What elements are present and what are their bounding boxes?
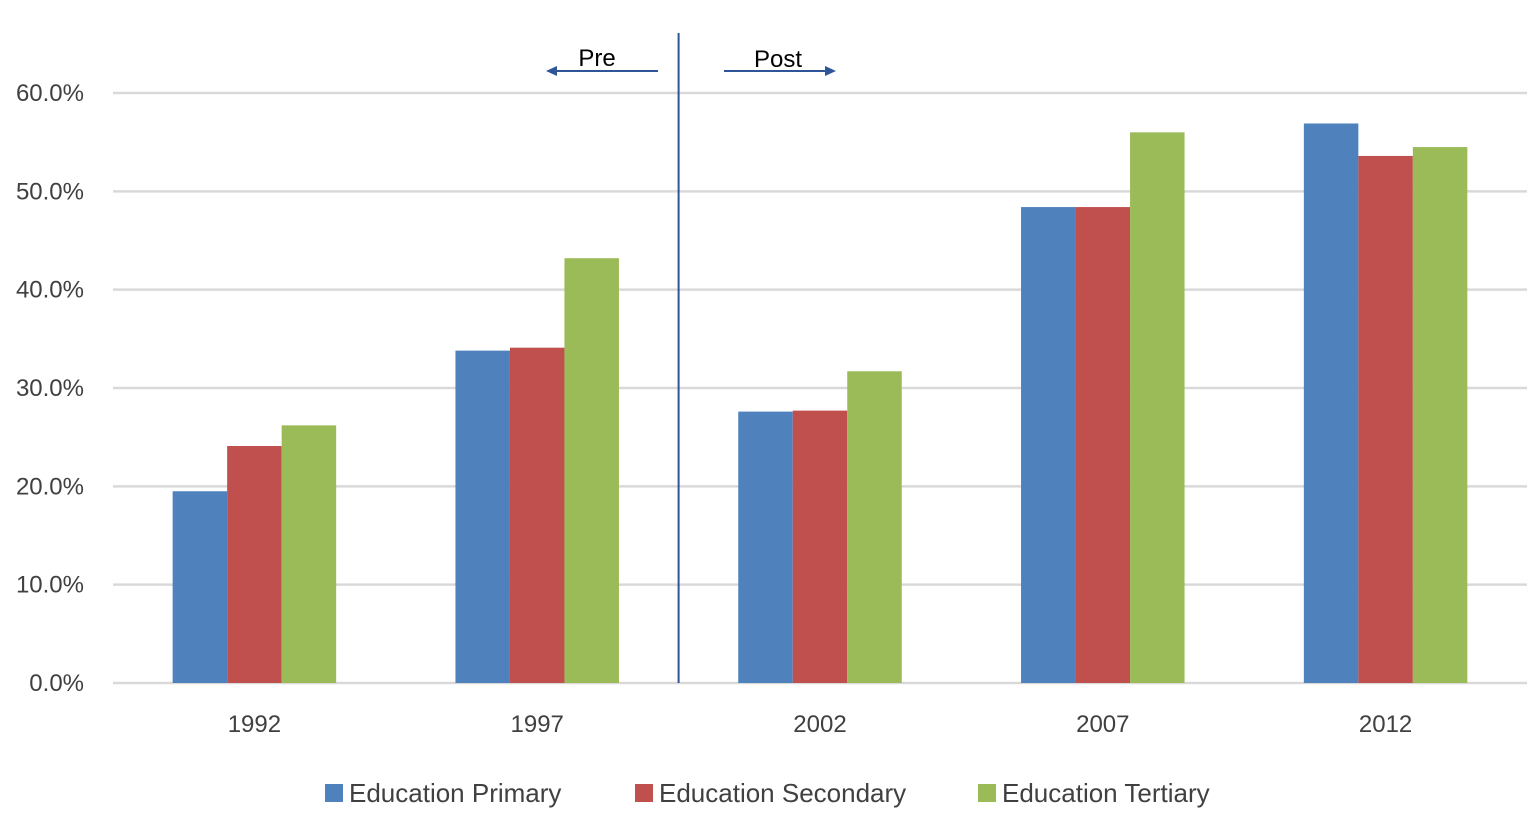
bar bbox=[172, 491, 228, 683]
legend-swatch bbox=[978, 784, 996, 802]
legend-label: Education Primary bbox=[349, 778, 561, 808]
post-annotation: Post bbox=[724, 46, 836, 76]
bar bbox=[509, 347, 565, 683]
bar bbox=[564, 258, 619, 683]
y-tick-label: 40.0% bbox=[16, 277, 84, 304]
bar bbox=[227, 446, 282, 683]
bar bbox=[281, 425, 337, 683]
x-tick-label: 2012 bbox=[1359, 711, 1412, 738]
legend-label: Education Secondary bbox=[659, 778, 906, 808]
legend-swatch bbox=[635, 784, 653, 802]
bar bbox=[1130, 132, 1185, 684]
y-tick-label: 50.0% bbox=[16, 178, 84, 205]
y-tick-label: 0.0% bbox=[29, 670, 84, 697]
bar bbox=[455, 350, 510, 683]
y-axis-tick-labels: 0.0% 10.0% 20.0% 30.0% 40.0% 50.0% 60.0% bbox=[16, 80, 84, 697]
legend: Education Primary Education Secondary Educ… bbox=[325, 778, 1210, 808]
pre-label: Pre bbox=[578, 45, 615, 72]
bar bbox=[847, 371, 902, 683]
bar bbox=[738, 411, 793, 683]
y-tick-label: 30.0% bbox=[16, 375, 84, 402]
y-tick-label: 10.0% bbox=[16, 572, 84, 599]
y-tick-label: 60.0% bbox=[16, 80, 84, 107]
x-tick-label: 2007 bbox=[1076, 711, 1129, 738]
legend-item: Education Tertiary bbox=[978, 778, 1210, 808]
y-tick-label: 20.0% bbox=[16, 473, 84, 500]
bar bbox=[1075, 207, 1131, 684]
x-tick-label: 1997 bbox=[511, 711, 564, 738]
right-arrow-icon bbox=[825, 66, 836, 76]
bar bbox=[1021, 207, 1076, 684]
x-axis-tick-labels: 1992 1997 2002 2007 2012 bbox=[228, 711, 1413, 738]
bars bbox=[172, 123, 1468, 684]
bar bbox=[792, 410, 848, 683]
left-arrow-icon bbox=[546, 66, 557, 76]
bar bbox=[1358, 155, 1413, 683]
x-tick-label: 2002 bbox=[793, 711, 846, 738]
bar bbox=[1303, 123, 1359, 683]
post-label: Post bbox=[754, 46, 802, 73]
x-tick-label: 1992 bbox=[228, 711, 281, 738]
legend-item: Education Primary bbox=[325, 778, 561, 808]
legend-swatch bbox=[325, 784, 343, 802]
legend-item: Education Secondary bbox=[635, 778, 906, 808]
legend-label: Education Tertiary bbox=[1002, 778, 1210, 808]
bar bbox=[1412, 147, 1468, 684]
pre-annotation: Pre bbox=[546, 45, 658, 76]
